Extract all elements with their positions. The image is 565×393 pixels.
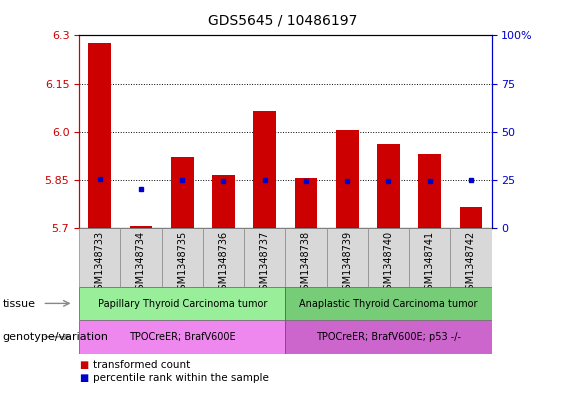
Text: GSM1348734: GSM1348734 bbox=[136, 231, 146, 296]
Bar bbox=[450, 228, 492, 287]
Text: ■: ■ bbox=[79, 373, 88, 383]
Bar bbox=[79, 320, 285, 354]
Text: GSM1348741: GSM1348741 bbox=[425, 231, 434, 296]
Bar bbox=[244, 228, 285, 287]
Bar bbox=[120, 228, 162, 287]
Bar bbox=[162, 228, 203, 287]
Bar bbox=[285, 228, 327, 287]
Text: ■: ■ bbox=[79, 360, 88, 370]
Text: percentile rank within the sample: percentile rank within the sample bbox=[93, 373, 269, 383]
Text: transformed count: transformed count bbox=[93, 360, 190, 370]
Bar bbox=[129, 226, 153, 228]
Bar bbox=[79, 228, 120, 287]
Bar bbox=[285, 320, 492, 354]
Text: genotype/variation: genotype/variation bbox=[3, 332, 109, 342]
Bar bbox=[294, 178, 318, 228]
Text: GSM1348736: GSM1348736 bbox=[219, 231, 228, 296]
Bar bbox=[79, 287, 285, 320]
Bar bbox=[459, 207, 483, 228]
Text: Anaplastic Thyroid Carcinoma tumor: Anaplastic Thyroid Carcinoma tumor bbox=[299, 299, 477, 309]
Text: GSM1348737: GSM1348737 bbox=[260, 231, 270, 296]
Text: TPOCreER; BrafV600E: TPOCreER; BrafV600E bbox=[129, 332, 236, 342]
Text: GDS5645 / 10486197: GDS5645 / 10486197 bbox=[208, 14, 357, 28]
Text: GSM1348742: GSM1348742 bbox=[466, 231, 476, 296]
Bar bbox=[327, 228, 368, 287]
Bar bbox=[377, 145, 400, 228]
Text: tissue: tissue bbox=[3, 299, 36, 309]
Text: GSM1348738: GSM1348738 bbox=[301, 231, 311, 296]
Text: TPOCreER; BrafV600E; p53 -/-: TPOCreER; BrafV600E; p53 -/- bbox=[316, 332, 461, 342]
Bar bbox=[203, 228, 244, 287]
Text: GSM1348735: GSM1348735 bbox=[177, 231, 187, 296]
Bar bbox=[253, 111, 276, 228]
Bar bbox=[409, 228, 450, 287]
Bar bbox=[336, 130, 359, 228]
Bar bbox=[212, 175, 235, 228]
Text: GSM1348739: GSM1348739 bbox=[342, 231, 352, 296]
Text: Papillary Thyroid Carcinoma tumor: Papillary Thyroid Carcinoma tumor bbox=[98, 299, 267, 309]
Bar bbox=[368, 228, 409, 287]
Text: GSM1348740: GSM1348740 bbox=[384, 231, 393, 296]
Bar bbox=[88, 43, 111, 228]
Bar bbox=[171, 157, 194, 228]
Bar bbox=[418, 154, 441, 228]
Text: GSM1348733: GSM1348733 bbox=[95, 231, 105, 296]
Bar bbox=[285, 287, 492, 320]
